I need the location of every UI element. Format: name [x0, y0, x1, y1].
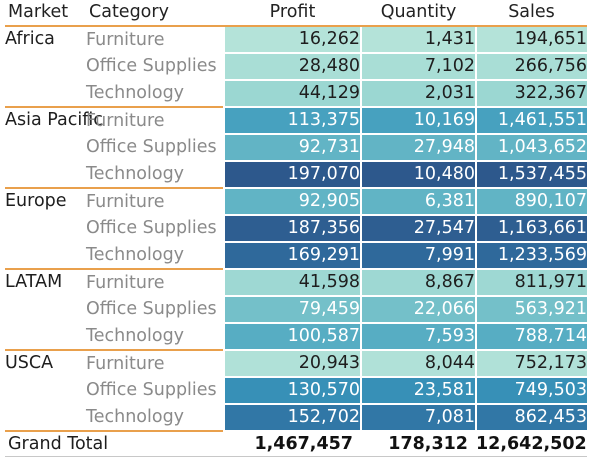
market-header[interactable]: Market	[8, 2, 69, 22]
category-label: Furniture	[86, 25, 224, 53]
cell-profit[interactable]: 79,459	[223, 296, 361, 324]
cell-profit[interactable]: 113,375	[223, 106, 361, 135]
cell-sales[interactable]: 266,756	[475, 53, 587, 81]
category-label: Technology	[86, 163, 185, 184]
category-label: Technology	[86, 82, 185, 103]
cell-sales[interactable]: 1,163,661	[475, 215, 587, 243]
header-row: Market Category Profit Quantity Sales	[5, 0, 587, 26]
category-label: Furniture	[86, 187, 224, 215]
cell-quantity[interactable]: 10,480	[360, 161, 476, 189]
cell-sales[interactable]: 788,714	[475, 323, 587, 351]
category-label: Technology	[86, 406, 185, 427]
table-row: Asia Pacific Furniture 113,375 10,169 1,461,…	[5, 106, 587, 188]
category-label: Furniture	[86, 106, 224, 134]
cell-quantity[interactable]: 8,867	[360, 268, 476, 297]
cell-sales[interactable]: 890,107	[475, 187, 587, 216]
category-label: Furniture	[86, 349, 224, 377]
cell-quantity[interactable]: 1,431	[360, 25, 476, 54]
category-label: Office Supplies	[86, 218, 217, 238]
cell-profit[interactable]: 28,480	[223, 53, 361, 81]
cell-sales[interactable]: 749,503	[475, 377, 587, 405]
grand-total-sales: 12,642,502	[476, 430, 587, 457]
table-row: Technology 152,702 7,081 862,453	[5, 404, 587, 432]
table-row: USCA Furniture 20,943 8,044 752,173	[5, 349, 587, 431]
cell-profit[interactable]: 20,943	[223, 349, 361, 378]
cell-quantity[interactable]: 7,991	[360, 242, 476, 270]
cell-sales[interactable]: 862,453	[475, 404, 587, 432]
cell-quantity[interactable]: 23,581	[360, 377, 476, 405]
grand-total-label: Grand Total	[5, 430, 224, 457]
cell-profit[interactable]: 100,587	[223, 323, 361, 351]
table-row: Technology 197,070 10,480 1,537,455	[5, 161, 587, 189]
cell-profit[interactable]: 130,570	[223, 377, 361, 405]
grand-total-profit: 1,467,457	[224, 430, 361, 457]
market-label: Europe	[5, 187, 86, 269]
profit-header[interactable]: Profit	[269, 2, 316, 22]
cell-profit[interactable]: 16,262	[223, 25, 361, 54]
table-row: LATAM Furniture 41,598 8,867 811,971	[5, 268, 587, 350]
table-row: Europe Furniture 92,905 6,381 890,107	[5, 187, 587, 269]
market-label: USCA	[5, 349, 86, 431]
grand-total-row: Grand Total 1,467,457 178,312 12,642,502	[5, 430, 587, 457]
cell-profit[interactable]: 187,356	[223, 215, 361, 243]
cell-sales[interactable]: 322,367	[475, 80, 587, 108]
category-label: Furniture	[86, 268, 224, 296]
table-body: Africa Furniture 16,262 1,431 194,651 Office …	[5, 25, 587, 457]
cell-quantity[interactable]: 8,044	[360, 349, 476, 378]
cell-quantity[interactable]: 6,381	[360, 187, 476, 216]
grand-total-quantity: 178,312	[361, 430, 476, 457]
market-label: Africa	[5, 25, 86, 107]
cell-profit[interactable]: 92,905	[223, 187, 361, 216]
table-row: Office Supplies 130,570 23,581 749,503	[5, 377, 587, 405]
cell-profit[interactable]: 197,070	[223, 161, 361, 189]
cell-profit[interactable]: 92,731	[223, 134, 361, 162]
category-label: Technology	[86, 325, 185, 346]
cell-profit[interactable]: 44,129	[223, 80, 361, 108]
cell-sales[interactable]: 752,173	[475, 349, 587, 378]
cell-profit[interactable]: 152,702	[223, 404, 361, 432]
cell-quantity[interactable]: 2,031	[360, 80, 476, 108]
table-row: Office Supplies 187,356 27,547 1,163,661	[5, 215, 587, 243]
table-row: Technology 100,587 7,593 788,714	[5, 323, 587, 351]
cell-sales[interactable]: 1,461,551	[475, 106, 587, 135]
cell-sales[interactable]: 194,651	[475, 25, 587, 54]
cell-quantity[interactable]: 27,948	[360, 134, 476, 162]
cell-sales[interactable]: 1,043,652	[475, 134, 587, 162]
table-row: Office Supplies 79,459 22,066 563,921	[5, 296, 587, 324]
category-label: Office Supplies	[86, 137, 217, 157]
category-header[interactable]: Category	[89, 2, 169, 22]
cell-quantity[interactable]: 7,593	[360, 323, 476, 351]
quantity-header[interactable]: Quantity	[380, 2, 457, 22]
table-row: Office Supplies 92,731 27,948 1,043,652	[5, 134, 587, 162]
cell-quantity[interactable]: 27,547	[360, 215, 476, 243]
cell-sales[interactable]: 1,233,569	[475, 242, 587, 270]
table-row: Technology 44,129 2,031 322,367	[5, 80, 587, 108]
cell-quantity[interactable]: 7,102	[360, 53, 476, 81]
table-row: Technology 169,291 7,991 1,233,569	[5, 242, 587, 270]
category-label: Office Supplies	[86, 56, 217, 76]
cell-quantity[interactable]: 7,081	[360, 404, 476, 432]
cell-quantity[interactable]: 10,169	[360, 106, 476, 135]
table-row: Africa Furniture 16,262 1,431 194,651	[5, 25, 587, 107]
category-label: Technology	[86, 244, 185, 265]
cell-profit[interactable]: 41,598	[223, 268, 361, 297]
cell-quantity[interactable]: 22,066	[360, 296, 476, 324]
crosstab: Market Category Profit Quantity Sales Af…	[5, 0, 587, 457]
sales-header[interactable]: Sales	[508, 2, 555, 22]
cell-sales[interactable]: 1,537,455	[475, 161, 587, 189]
table-row: Office Supplies 28,480 7,102 266,756	[5, 53, 587, 81]
category-label: Office Supplies	[86, 299, 217, 319]
market-label: LATAM	[5, 268, 86, 350]
highlight-table: Market Category Profit Quantity Sales Af…	[5, 2, 587, 457]
cell-sales[interactable]: 811,971	[475, 268, 587, 297]
cell-profit[interactable]: 169,291	[223, 242, 361, 270]
market-label: Asia Pacific	[5, 106, 103, 188]
category-label: Office Supplies	[86, 380, 217, 400]
cell-sales[interactable]: 563,921	[475, 296, 587, 324]
